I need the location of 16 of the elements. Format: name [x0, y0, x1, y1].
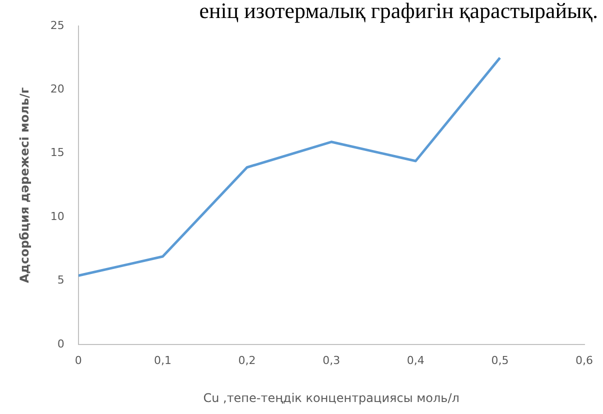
x-tick-label: 0,1	[154, 354, 172, 367]
x-axis-title: Cu ,тепе-теңдік концентрациясы моль/л	[203, 390, 460, 405]
x-tick-label: 0,2	[238, 354, 256, 367]
x-tick-label: 0	[74, 354, 82, 367]
y-tick-label: 0	[57, 337, 64, 350]
x-tick-label: 0,5	[491, 354, 509, 367]
y-tick-label: 15	[50, 146, 64, 160]
y-tick-label: 5	[57, 274, 64, 287]
y-axis-title: Адсорбция дәрежесі моль/г	[17, 87, 32, 284]
y-tick-label: 20	[50, 82, 64, 96]
y-tick-label: 10	[50, 210, 64, 223]
y-tick-label: 25	[50, 18, 64, 32]
x-tick-label: 0,3	[322, 354, 340, 367]
x-tick-label: 0,4	[406, 354, 424, 367]
x-tick-label: 0,6	[576, 354, 594, 367]
text: еніц изотермалық графигін қарастырайық.	[199, 0, 598, 23]
